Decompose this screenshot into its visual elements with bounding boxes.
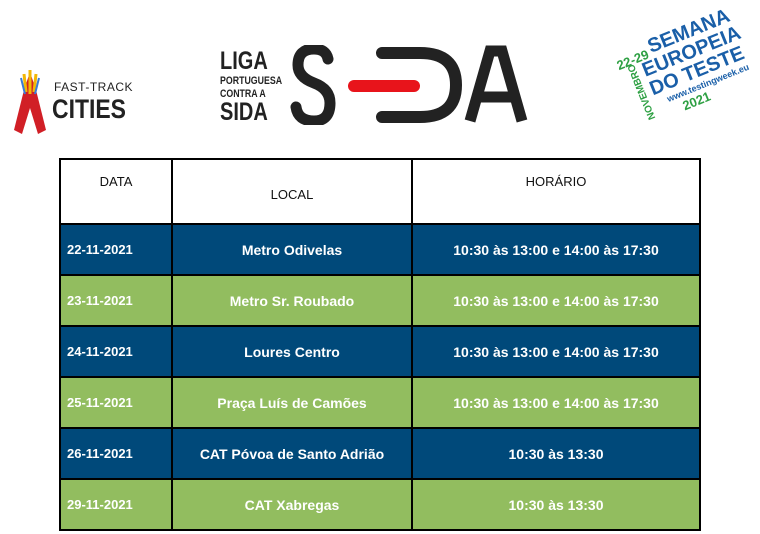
cell-local: Metro Odivelas — [171, 223, 413, 276]
table-row: 23-11-2021 Metro Sr. Roubado 10:30 às 13:0… — [59, 274, 701, 327]
fast-track-cities-logo: FAST-TRACK CITIES — [12, 70, 142, 140]
cell-date: 23-11-2021 — [59, 274, 173, 327]
cell-local: CAT Xabregas — [171, 478, 413, 531]
liga-contra-sida-logo: LIGA PORTUGUESA CONTRA A SIDA — [220, 45, 550, 125]
table-row: 25-11-2021 Praça Luís de Camões 10:30 às 1… — [59, 376, 701, 429]
cell-horario: 10:30 às 13:00 e 14:00 às 17:30 — [411, 274, 701, 327]
logo-text: SIDA — [220, 98, 268, 126]
header-horario: HORÁRIO — [411, 158, 701, 225]
schedule-table: DATA LOCAL HORÁRIO 22-11-2021 Metro Odive… — [59, 158, 701, 531]
cell-horario: 10:30 às 13:00 e 14:00 às 17:30 — [411, 325, 701, 378]
logo-text: LIGA — [220, 47, 268, 75]
semana-europeia-teste-logo: 22-29 SEMANA EUROPEIA DO TESTE www.testi… — [608, 5, 758, 126]
cell-local: Metro Sr. Roubado — [171, 274, 413, 327]
cell-date: 29-11-2021 — [59, 478, 173, 531]
logo-text: FAST-TRACK — [54, 80, 134, 94]
logo-text: CONTRA A — [220, 88, 266, 100]
cell-horario: 10:30 às 13:30 — [411, 478, 701, 531]
logo-text: PORTUGUESA — [220, 75, 283, 87]
cell-date: 25-11-2021 — [59, 376, 173, 429]
table-row: 22-11-2021 Metro Odivelas 10:30 às 13:00 e… — [59, 223, 701, 276]
cell-local: Loures Centro — [171, 325, 413, 378]
cell-horario: 10:30 às 13:00 e 14:00 às 17:30 — [411, 376, 701, 429]
cell-date: 22-11-2021 — [59, 223, 173, 276]
header-local: LOCAL — [171, 158, 413, 225]
cell-horario: 10:30 às 13:30 — [411, 427, 701, 480]
sida-wordmark-icon — [290, 45, 528, 125]
cell-local: CAT Póvoa de Santo Adrião — [171, 427, 413, 480]
table-row: 24-11-2021 Loures Centro 10:30 às 13:00 e … — [59, 325, 701, 378]
table-header-row: DATA LOCAL HORÁRIO — [59, 158, 701, 225]
table-row: 26-11-2021 CAT Póvoa de Santo Adrião 10:30… — [59, 427, 701, 480]
header-data: DATA — [59, 158, 173, 225]
logo-text: CITIES — [52, 94, 126, 124]
red-ribbon-icon — [14, 70, 46, 134]
cell-horario: 10:30 às 13:00 e 14:00 às 17:30 — [411, 223, 701, 276]
table-row: 29-11-2021 CAT Xabregas 10:30 às 13:30 — [59, 478, 701, 531]
cell-date: 24-11-2021 — [59, 325, 173, 378]
cell-date: 26-11-2021 — [59, 427, 173, 480]
cell-local: Praça Luís de Camões — [171, 376, 413, 429]
